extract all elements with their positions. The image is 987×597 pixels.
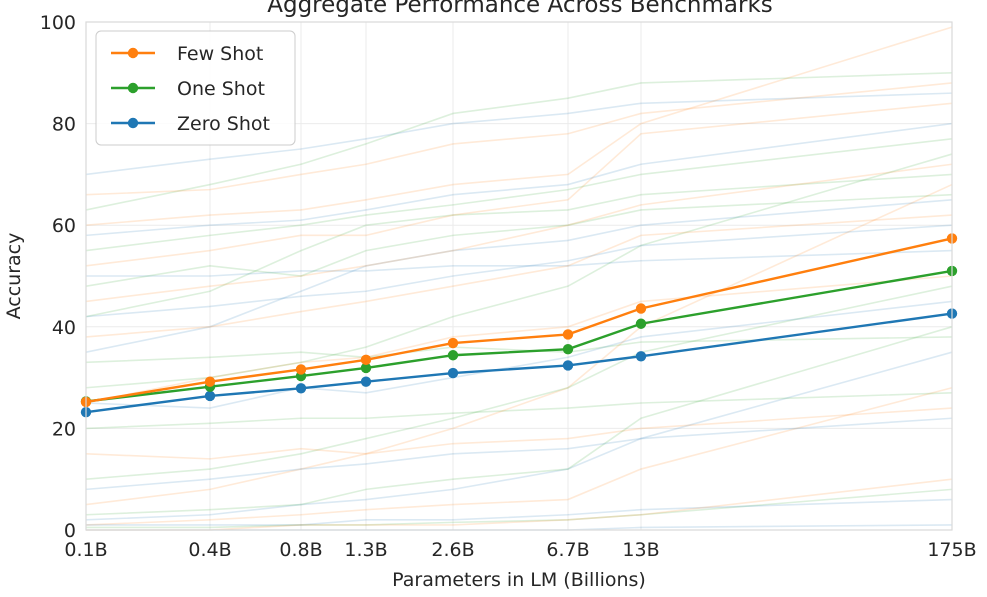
legend-label: Zero Shot bbox=[177, 113, 270, 135]
background-benchmark-line bbox=[85, 102, 953, 267]
y-axis-ticks: 0 20 40 60 80 100 bbox=[40, 12, 76, 542]
data-point bbox=[635, 351, 647, 362]
data-point bbox=[360, 354, 372, 366]
background-benchmark-line bbox=[85, 275, 953, 404]
background-benchmark-line bbox=[86, 488, 953, 529]
background-benchmark-line bbox=[85, 351, 953, 521]
data-point bbox=[204, 376, 216, 387]
background-benchmark-line bbox=[85, 326, 953, 516]
legend-entry: One Shot bbox=[111, 78, 265, 100]
background-benchmark-line bbox=[85, 214, 953, 338]
legend: Few Shot One Shot Zero Shot bbox=[95, 30, 296, 146]
legend-entry: Few Shot bbox=[111, 43, 263, 65]
x-axis-ticks: 0.1B 0.4B 0.8B 1.3B 2.6B 6.7B 13B 175B bbox=[64, 539, 976, 561]
background-benchmark-line bbox=[85, 92, 953, 176]
data-point bbox=[635, 318, 647, 329]
x-tick-label: 13B bbox=[622, 539, 659, 561]
series-lines bbox=[80, 233, 958, 418]
x-axis-title: Parameters in LM (Billions) bbox=[392, 569, 646, 591]
series-line bbox=[85, 237, 953, 404]
y-tick-label: 60 bbox=[52, 215, 76, 237]
legend-label: One Shot bbox=[177, 78, 265, 100]
background-benchmark-line bbox=[85, 199, 953, 353]
background-benchmark-line bbox=[86, 249, 953, 277]
x-tick-label: 2.6B bbox=[431, 539, 474, 561]
data-point bbox=[447, 367, 459, 379]
data-point bbox=[562, 360, 574, 371]
y-tick-label: 20 bbox=[52, 418, 76, 440]
background-benchmark-line bbox=[85, 417, 953, 491]
legend-swatch-marker bbox=[127, 82, 139, 94]
background-benchmark-line bbox=[85, 224, 953, 318]
data-point bbox=[447, 350, 459, 361]
data-point bbox=[562, 329, 574, 340]
x-tick-label: 6.7B bbox=[546, 539, 589, 561]
x-tick-label: 0.4B bbox=[188, 539, 231, 561]
background-benchmark-line bbox=[85, 153, 953, 389]
background-benchmark-line bbox=[85, 82, 953, 196]
series-line bbox=[85, 312, 953, 414]
background-benchmark-line bbox=[86, 498, 953, 526]
background-benchmark-line bbox=[85, 122, 953, 237]
plot-frame bbox=[85, 21, 953, 531]
y-tick-label: 80 bbox=[52, 114, 76, 136]
chart-title: Aggregate Performance Across Benchmarks bbox=[267, 0, 773, 18]
background-benchmark-line bbox=[85, 407, 953, 460]
background-benchmark-line bbox=[86, 478, 953, 531]
background-benchmark-line bbox=[85, 173, 953, 318]
background-benchmark-line bbox=[85, 386, 953, 526]
background-benchmark-line bbox=[85, 26, 953, 226]
x-tick-label: 175B bbox=[927, 539, 976, 561]
y-tick-label: 40 bbox=[52, 317, 76, 339]
y-tick-label: 0 bbox=[64, 520, 76, 542]
legend-box bbox=[95, 30, 296, 146]
x-tick-label: 0.8B bbox=[279, 539, 322, 561]
background-benchmark-line bbox=[85, 392, 953, 430]
data-point bbox=[562, 343, 574, 355]
data-point bbox=[635, 303, 647, 314]
background-benchmark-line bbox=[85, 300, 953, 409]
data-point bbox=[204, 390, 216, 402]
data-point bbox=[447, 337, 459, 349]
x-tick-label: 1.3B bbox=[344, 539, 387, 561]
background-benchmark-line bbox=[85, 72, 953, 211]
series-line bbox=[85, 269, 953, 403]
legend-swatch-marker bbox=[127, 117, 139, 129]
data-point bbox=[295, 364, 307, 375]
data-point bbox=[295, 383, 307, 394]
y-axis-title: Accuracy bbox=[3, 233, 25, 320]
background-benchmark-line bbox=[85, 183, 953, 506]
legend-entry: Zero Shot bbox=[111, 113, 270, 135]
legend-swatch-marker bbox=[127, 47, 139, 59]
data-point bbox=[360, 362, 372, 374]
series-zero-shot bbox=[80, 308, 958, 418]
background-benchmark-line bbox=[85, 138, 953, 252]
background-benchmark-line bbox=[85, 193, 953, 287]
data-point bbox=[360, 376, 372, 387]
y-tick-label: 100 bbox=[40, 12, 76, 34]
legend-label: Few Shot bbox=[177, 43, 263, 65]
background-benchmark-lines bbox=[85, 26, 953, 531]
x-tick-label: 0.1B bbox=[64, 539, 107, 561]
background-benchmark-line bbox=[85, 163, 953, 303]
